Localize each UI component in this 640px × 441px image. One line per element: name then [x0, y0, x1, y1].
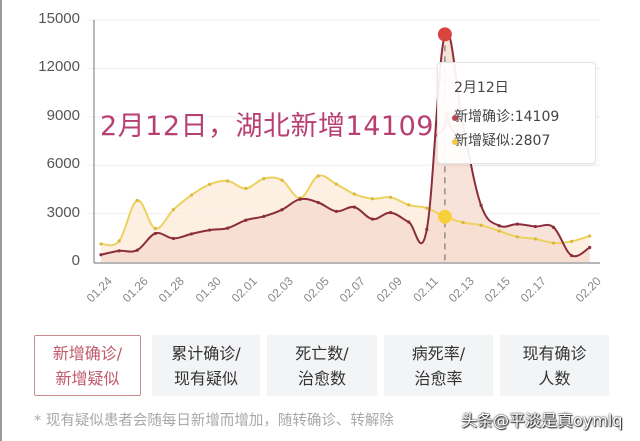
suspected-point — [407, 203, 411, 207]
confirmed-point — [389, 211, 393, 215]
tooltip-row-suspected: 新增疑似:2807 — [452, 129, 595, 153]
confirmed-area — [101, 31, 590, 262]
suspected-point — [551, 241, 556, 245]
confirmed-point — [262, 214, 266, 218]
tab-label-line1: 死亡数/ — [295, 343, 349, 363]
confirmed-point — [570, 253, 574, 258]
y-tick-label: 15000 — [38, 10, 80, 27]
suspected-point — [153, 226, 157, 231]
suspected-point — [352, 192, 356, 196]
suspected-point — [461, 220, 465, 225]
tooltip-date: 2月12日 — [454, 80, 509, 96]
confirmed-point — [407, 220, 411, 224]
suspected-point — [533, 237, 538, 241]
tab-new-confirmed-suspected[interactable]: 新增确诊/ 新增疑似 — [34, 335, 141, 396]
confirmed-point — [280, 208, 284, 212]
confirmed-point — [153, 231, 157, 236]
tab-deaths-cured[interactable]: 死亡数/ 治愈数 — [267, 335, 377, 396]
y-tick-label: 6000 — [46, 155, 80, 173]
headline-annotation: 2月12日，湖北新增14109人 — [100, 111, 462, 142]
y-tick-label: 12000 — [38, 58, 80, 76]
footnote: * 现有疑似患者会随每日新增而增加，随转确诊、转解除 — [34, 413, 394, 429]
y-tick-label: 0 — [71, 252, 80, 269]
tab-label-line2: 新增疑似 — [55, 368, 120, 388]
confirmed-point — [515, 222, 519, 226]
confirmed-point — [588, 245, 592, 250]
confirmed-point — [171, 236, 175, 241]
tab-label-line1: 现有确诊 — [522, 343, 587, 363]
suspected-point — [171, 207, 175, 212]
suspected-point — [479, 223, 483, 227]
suspected-point — [497, 229, 501, 233]
confirmed-point — [226, 226, 230, 230]
watermark: 头条@平淡是真oymlq — [461, 411, 623, 430]
confirmed-point — [135, 248, 139, 252]
y-tick-label: 3000 — [46, 203, 80, 221]
confirmed-line — [100, 30, 591, 258]
suspected-point — [226, 179, 230, 183]
y-tick-label: 9000 — [46, 106, 80, 124]
suspected-point — [425, 206, 429, 210]
tab-label-line2: 治愈数 — [297, 368, 346, 388]
suspected-point — [262, 176, 266, 181]
suspected-point — [570, 239, 574, 243]
suspected-point — [189, 193, 194, 197]
suspected-dot-icon — [452, 139, 458, 145]
suspected-point — [515, 235, 519, 239]
tab-label-line1: 累计确诊/ — [171, 343, 241, 363]
confirmed-point — [370, 217, 375, 221]
highlight-suspected-point — [437, 209, 452, 224]
suspected-point — [135, 198, 139, 203]
tab-label-line1: 病死率/ — [411, 343, 466, 363]
tab-label-line2: 人数 — [538, 368, 571, 388]
suspected-line — [100, 174, 590, 247]
suspected-point — [370, 197, 375, 201]
confirmed-point — [497, 224, 501, 228]
highlight-confirmed-point — [437, 27, 452, 42]
suspected-point — [588, 234, 592, 238]
tab-label-line2: 现有疑似 — [173, 368, 238, 388]
confirmed-point — [551, 225, 556, 229]
suspected-point — [334, 182, 338, 186]
tab-current-confirmed[interactable]: 现有确诊 人数 — [500, 335, 609, 396]
suspected-point — [99, 242, 103, 246]
confirmed-dot-icon — [452, 115, 458, 121]
tooltip-suspected-value: 新增疑似:2807 — [454, 133, 551, 149]
tab-cumulative-confirmed-current-suspected[interactable]: 累计确诊/ 现有疑似 — [152, 335, 260, 396]
confirmed-point — [208, 228, 212, 232]
suspected-point — [208, 182, 212, 186]
confirmed-point — [99, 253, 103, 257]
confirmed-point — [334, 209, 338, 213]
suspected-point — [389, 195, 393, 199]
confirmed-point — [479, 203, 483, 208]
tab-label-line1: 新增确诊/ — [52, 343, 123, 363]
tooltip-confirmed-value: 新增确诊:14109 — [454, 109, 560, 125]
suspected-point — [244, 186, 248, 191]
line-chart[interactable] — [0, 0, 640, 320]
confirmed-point — [298, 197, 302, 201]
tab-fatality-cure-rate[interactable]: 病死率/ 治愈率 — [384, 335, 493, 396]
suspected-point — [117, 239, 121, 243]
confirmed-point — [244, 218, 248, 222]
left-border — [0, 0, 2, 441]
confirmed-point — [533, 224, 538, 229]
suspected-point — [316, 174, 320, 178]
confirmed-point — [425, 227, 429, 232]
confirmed-point — [352, 205, 356, 209]
confirmed-point — [316, 200, 320, 205]
suspected-point — [280, 178, 284, 182]
chart-tooltip: 2月12日 新增确诊:14109 新增疑似:2807 — [437, 62, 596, 164]
confirmed-point — [117, 249, 121, 253]
tab-label-line2: 治愈率 — [414, 368, 463, 388]
confirmed-point — [189, 232, 194, 236]
tooltip-row-confirmed: 新增确诊:14109 — [452, 105, 595, 129]
